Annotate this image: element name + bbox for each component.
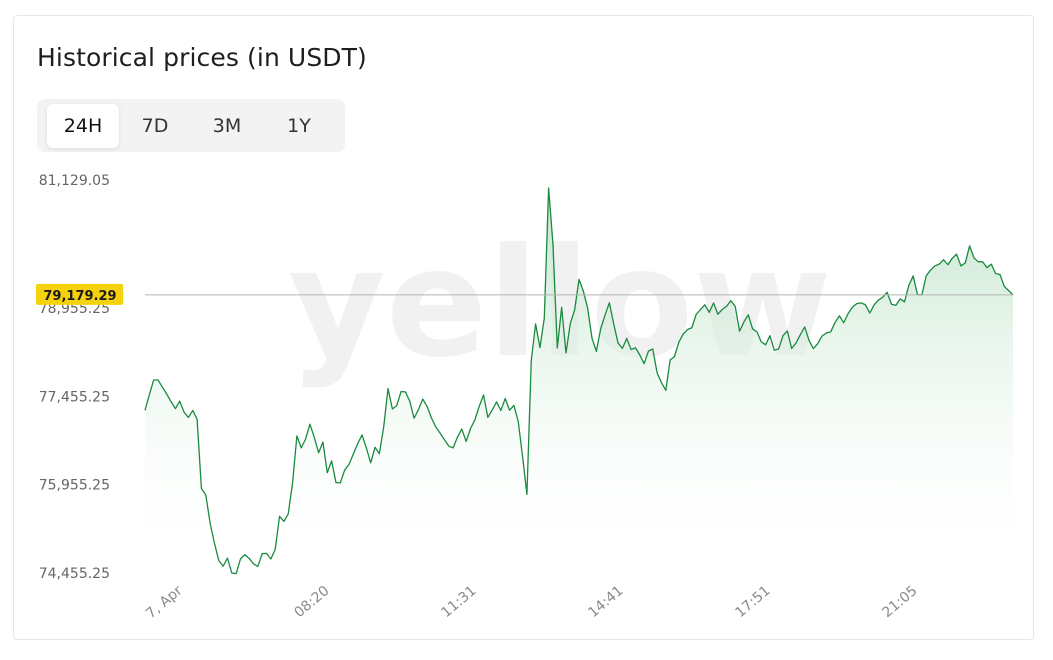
current-price-badge: 79,179.29 <box>36 283 123 305</box>
x-axis: 7, Apr 08:20 11:31 14:41 17:51 21:05 <box>143 583 920 622</box>
price-area-fill <box>145 188 1013 574</box>
tab-3m[interactable]: 3M <box>212 114 242 137</box>
y-tick-label: 78,955.25 <box>39 301 110 317</box>
y-tick-label: 75,955.25 <box>39 478 110 494</box>
y-tick-label: 81,129.05 <box>39 173 110 189</box>
current-price-label: 79,179.29 <box>43 289 116 304</box>
x-tick-label: 7, Apr <box>143 583 186 622</box>
x-tick-label: 17:51 <box>732 583 773 621</box>
x-tick-label: 08:20 <box>291 583 332 621</box>
current-price-badge-background <box>36 283 123 305</box>
price-line <box>144 187 1014 575</box>
x-tick-label: 14:41 <box>585 583 626 621</box>
card-title: Historical prices (in USDT) <box>37 43 367 72</box>
tab-1y[interactable]: 1Y <box>287 114 311 137</box>
y-tick-label: 77,455.25 <box>39 389 110 405</box>
x-tick-label: 11:31 <box>438 583 479 621</box>
timeframe-tabs: 24H 7D 3M 1Y <box>37 99 345 152</box>
tab-24h[interactable]: 24H <box>47 103 119 148</box>
x-tick-label: 21:05 <box>879 583 920 621</box>
tab-7d[interactable]: 7D <box>141 114 169 137</box>
y-axis: 81,129.05 78,955.25 77,455.25 75,955.25 74,4… <box>39 173 110 582</box>
y-tick-label: 74,455.25 <box>39 566 110 582</box>
